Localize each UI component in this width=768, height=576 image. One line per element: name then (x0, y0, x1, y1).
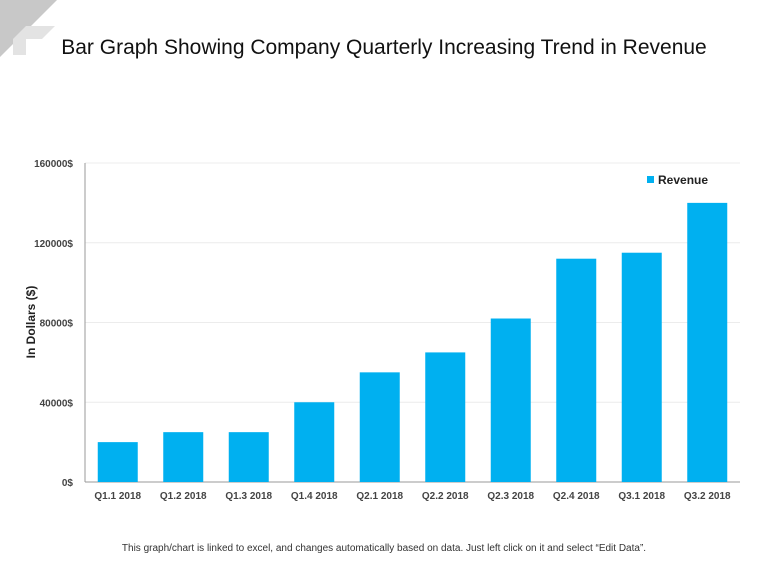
x-tick-label: Q2.3 2018 (487, 491, 534, 502)
x-tick-label: Q1.4 2018 (291, 491, 338, 502)
x-tick-label: Q3.2 2018 (684, 491, 731, 502)
x-tick-label: Q2.4 2018 (553, 491, 600, 502)
y-tick-label: 80000$ (40, 319, 74, 330)
y-tick-label: 40000$ (40, 398, 74, 409)
bar-q3-2-2018 (687, 202, 728, 482)
x-tick-label: Q1.2 2018 (160, 491, 207, 502)
legend-swatch (647, 176, 654, 183)
y-axis-label: In Dollars ($) (24, 286, 38, 359)
legend-label: Revenue (658, 173, 708, 187)
bar-q1-3-2018 (228, 432, 269, 482)
bar-q1-2-2018 (163, 432, 204, 482)
page-title: Bar Graph Showing Company Quarterly Incr… (61, 36, 707, 59)
x-tick-label: Q3.1 2018 (618, 491, 665, 502)
bar-q1-1-2018 (97, 442, 138, 482)
corner-decoration (0, 0, 57, 57)
footer-note: This graph/chart is linked to excel, and… (121, 543, 647, 554)
x-tick-label: Q2.1 2018 (356, 491, 403, 502)
x-tick-label: Q2.2 2018 (422, 491, 469, 502)
y-tick-label: 0$ (62, 478, 74, 489)
y-tick-label: 120000$ (34, 239, 73, 250)
bar-q3-1-2018 (621, 252, 662, 482)
bar-q2-4-2018 (556, 258, 597, 482)
bar-q2-1-2018 (359, 372, 400, 482)
y-tick-label: 160000$ (34, 159, 73, 170)
bar-q2-3-2018 (490, 318, 531, 482)
x-tick-label: Q1.3 2018 (225, 491, 272, 502)
bar-q2-2-2018 (425, 352, 466, 482)
bar-q1-4-2018 (294, 402, 335, 482)
bar-chart[interactable]: 0$ 40000$ 80000$ 120000$ 160000$ Q1.1 2018 Q1.… (0, 0, 768, 540)
x-tick-label: Q1.1 2018 (94, 491, 141, 502)
